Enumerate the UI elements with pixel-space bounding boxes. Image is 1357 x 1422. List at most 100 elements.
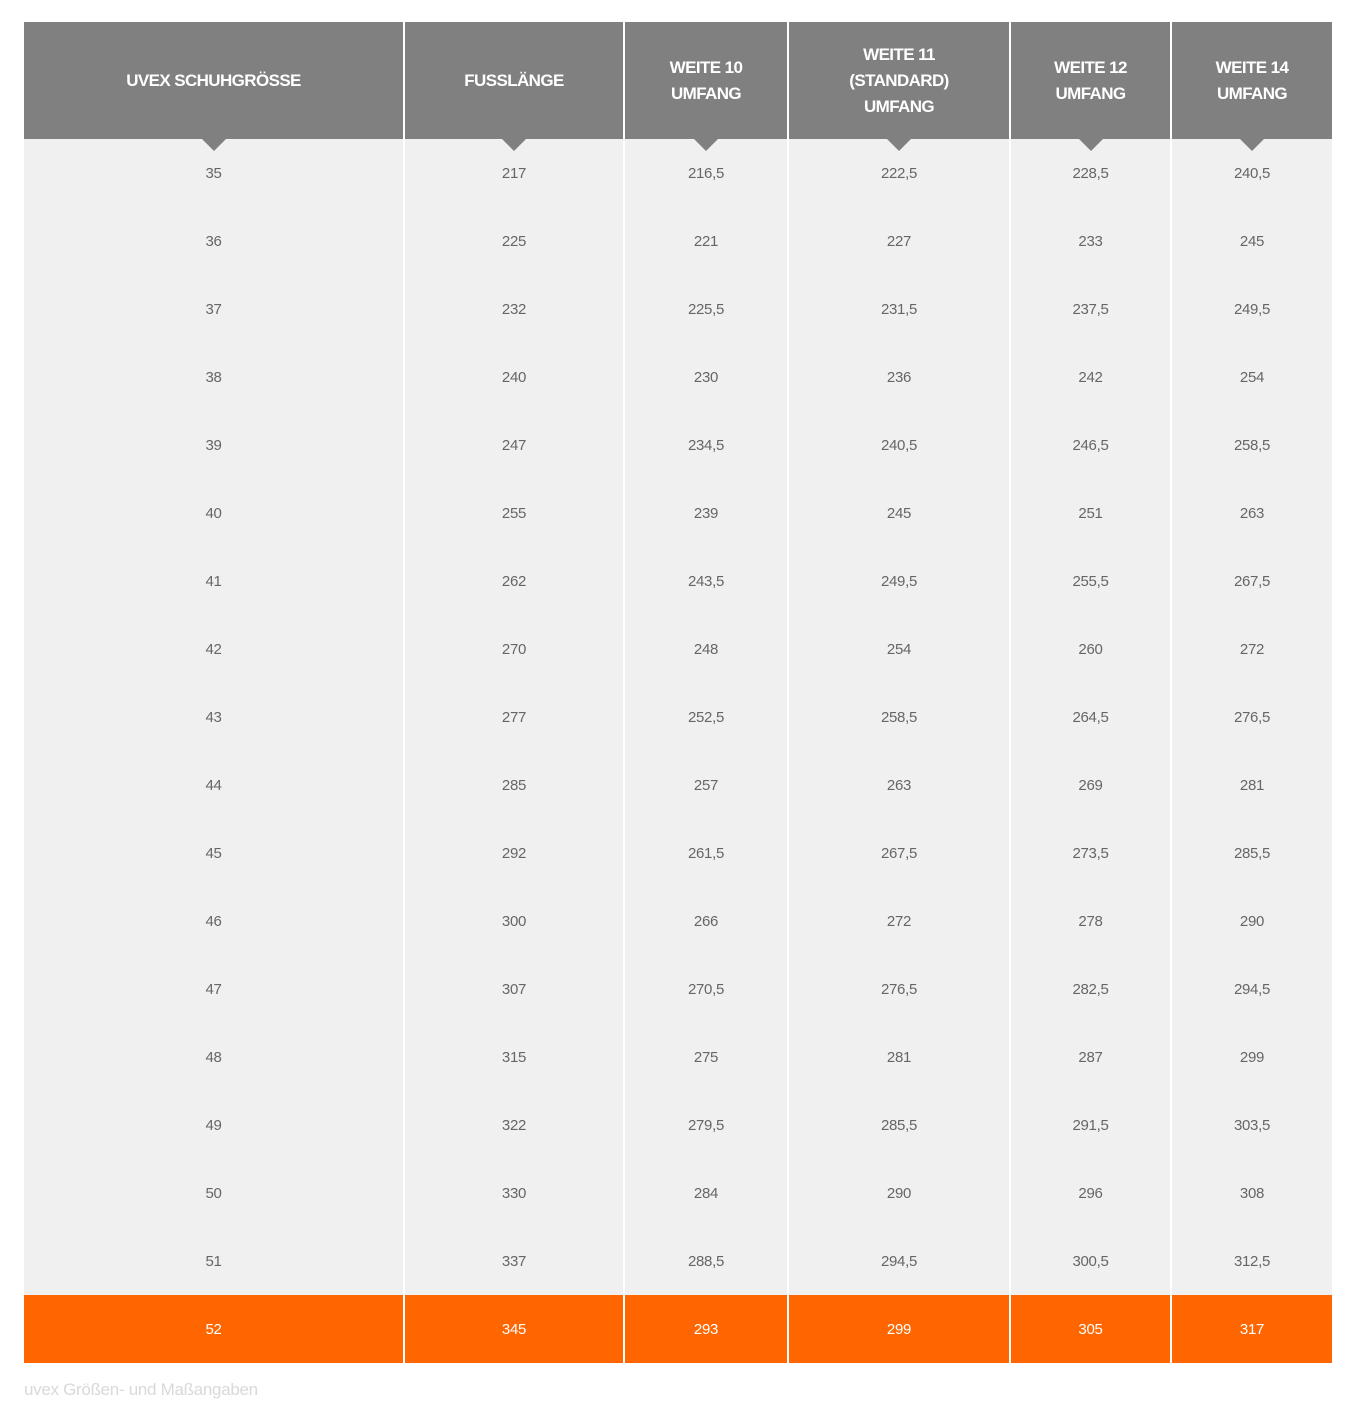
table-cell: 263 <box>1170 479 1332 547</box>
caret-down-icon <box>201 139 226 151</box>
table-row: 37 232 225,5 231,5 237,5 249,5 <box>24 275 1332 343</box>
table-cell: 300 <box>403 887 624 955</box>
column-header-label: (STANDARD) <box>849 70 949 90</box>
column-header: WEITE 12 UMFANG <box>1009 22 1171 151</box>
table-cell: 221 <box>623 207 788 275</box>
table-cell: 243,5 <box>623 547 788 615</box>
table-cell: 267,5 <box>1170 547 1332 615</box>
size-chart-table: UVEX SCHUHGRÖSSE FUSSLÄNGE WEITE 10 UMFANG W… <box>24 22 1332 1363</box>
caret-down-icon <box>1078 139 1103 151</box>
table-cell: 249,5 <box>1170 275 1332 343</box>
table-row-highlighted: 52 345 293 299 305 317 <box>24 1295 1332 1363</box>
table-cell: 245 <box>1170 207 1332 275</box>
column-header-label: WEITE 12 <box>1054 57 1127 77</box>
caret-down-icon <box>502 139 526 151</box>
caret-down-icon <box>1240 139 1264 151</box>
table-cell: 290 <box>787 1159 1010 1227</box>
table-cell: 299 <box>1170 1023 1332 1091</box>
table-cell: 284 <box>623 1159 788 1227</box>
table-row: 43 277 252,5 258,5 264,5 276,5 <box>24 683 1332 751</box>
table-cell: 276,5 <box>787 955 1010 1023</box>
column-header-label: FUSSLÄNGE <box>464 70 564 90</box>
table-cell: 337 <box>403 1227 624 1295</box>
table-row: 44 285 257 263 269 281 <box>24 751 1332 819</box>
table-cell: 258,5 <box>1170 411 1332 479</box>
table-cell: 248 <box>623 615 788 683</box>
table-cell: 245 <box>787 479 1010 547</box>
table-cell: 303,5 <box>1170 1091 1332 1159</box>
table-cell: 255,5 <box>1009 547 1171 615</box>
table-cell: 233 <box>1009 207 1171 275</box>
table-cell: 312,5 <box>1170 1227 1332 1295</box>
table-cell: 255 <box>403 479 624 547</box>
column-header-label: UMFANG <box>1055 83 1126 103</box>
table-row: 47 307 270,5 276,5 282,5 294,5 <box>24 955 1332 1023</box>
table-row: 41 262 243,5 249,5 255,5 267,5 <box>24 547 1332 615</box>
table-cell: 239 <box>623 479 788 547</box>
table-row: 40 255 239 245 251 263 <box>24 479 1332 547</box>
table-cell: 290 <box>1170 887 1332 955</box>
table-cell: 315 <box>403 1023 624 1091</box>
table-cell: 285 <box>403 751 624 819</box>
table-cell: 48 <box>24 1023 404 1091</box>
table-cell: 273,5 <box>1009 819 1171 887</box>
table-row: 48 315 275 281 287 299 <box>24 1023 1332 1091</box>
table-cell: 225 <box>403 207 624 275</box>
table-row: 39 247 234,5 240,5 246,5 258,5 <box>24 411 1332 479</box>
column-header-label: WEITE 10 <box>669 57 743 77</box>
table-cell: 257 <box>623 751 788 819</box>
table-row: 42 270 248 254 260 272 <box>24 615 1332 683</box>
table-cell: 236 <box>787 343 1010 411</box>
table-cell: 272 <box>787 887 1010 955</box>
column-header: UVEX SCHUHGRÖSSE <box>24 22 404 151</box>
table-cell: 51 <box>24 1227 404 1295</box>
table-row: 50 330 284 290 296 308 <box>24 1159 1332 1227</box>
table-cell: 246,5 <box>1009 411 1171 479</box>
table-row: 51 337 288,5 294,5 300,5 312,5 <box>24 1227 1332 1295</box>
column-header: WEITE 11 (STANDARD) UMFANG <box>787 22 1010 151</box>
table-cell: 258,5 <box>787 683 1010 751</box>
table-row: 49 322 279,5 285,5 291,5 303,5 <box>24 1091 1332 1159</box>
table-cell: 44 <box>24 751 404 819</box>
table-cell: 266 <box>623 887 788 955</box>
table-cell: 279,5 <box>623 1091 788 1159</box>
table-cell: 42 <box>24 615 404 683</box>
table-cell: 36 <box>24 207 404 275</box>
table-cell: 276,5 <box>1170 683 1332 751</box>
table-cell: 254 <box>1170 343 1332 411</box>
table-cell: 270,5 <box>623 955 788 1023</box>
column-header-label: UMFANG <box>670 83 742 103</box>
table-cell: 305 <box>1009 1295 1171 1363</box>
table-cell: 46 <box>24 887 404 955</box>
table-cell: 41 <box>24 547 404 615</box>
table-cell: 277 <box>403 683 624 751</box>
table-cell: 345 <box>403 1295 624 1363</box>
table-cell: 307 <box>403 955 624 1023</box>
table-cell: 227 <box>787 207 1010 275</box>
table-cell: 308 <box>1170 1159 1332 1227</box>
table-cell: 39 <box>24 411 404 479</box>
table-cell: 285,5 <box>787 1091 1010 1159</box>
table-cell: 287 <box>1009 1023 1171 1091</box>
table-cell: 296 <box>1009 1159 1171 1227</box>
table-cell: 231,5 <box>787 275 1010 343</box>
table-cell: 317 <box>1170 1295 1332 1363</box>
column-header-label: UMFANG <box>863 96 935 116</box>
table-cell: 260 <box>1009 615 1171 683</box>
table-row: 46 300 266 272 278 290 <box>24 887 1332 955</box>
table-cell: 264,5 <box>1009 683 1171 751</box>
table-cell: 40 <box>24 479 404 547</box>
table-cell: 282,5 <box>1009 955 1171 1023</box>
header-row: UVEX SCHUHGRÖSSE FUSSLÄNGE WEITE 10 UMFANG W… <box>24 22 1332 151</box>
table-caption: uvex Größen- und Maßangaben <box>24 1380 258 1399</box>
table-cell: 37 <box>24 275 404 343</box>
column-header-label: WEITE 11 <box>863 44 935 64</box>
caret-down-icon <box>694 139 718 151</box>
table-cell: 269 <box>1009 751 1171 819</box>
table-cell: 281 <box>1170 751 1332 819</box>
table-cell: 249,5 <box>787 547 1010 615</box>
column-header-label: UVEX SCHUHGRÖSSE <box>126 70 301 90</box>
table-cell: 281 <box>787 1023 1010 1091</box>
table-cell: 270 <box>403 615 624 683</box>
column-header: WEITE 10 UMFANG <box>623 22 788 151</box>
